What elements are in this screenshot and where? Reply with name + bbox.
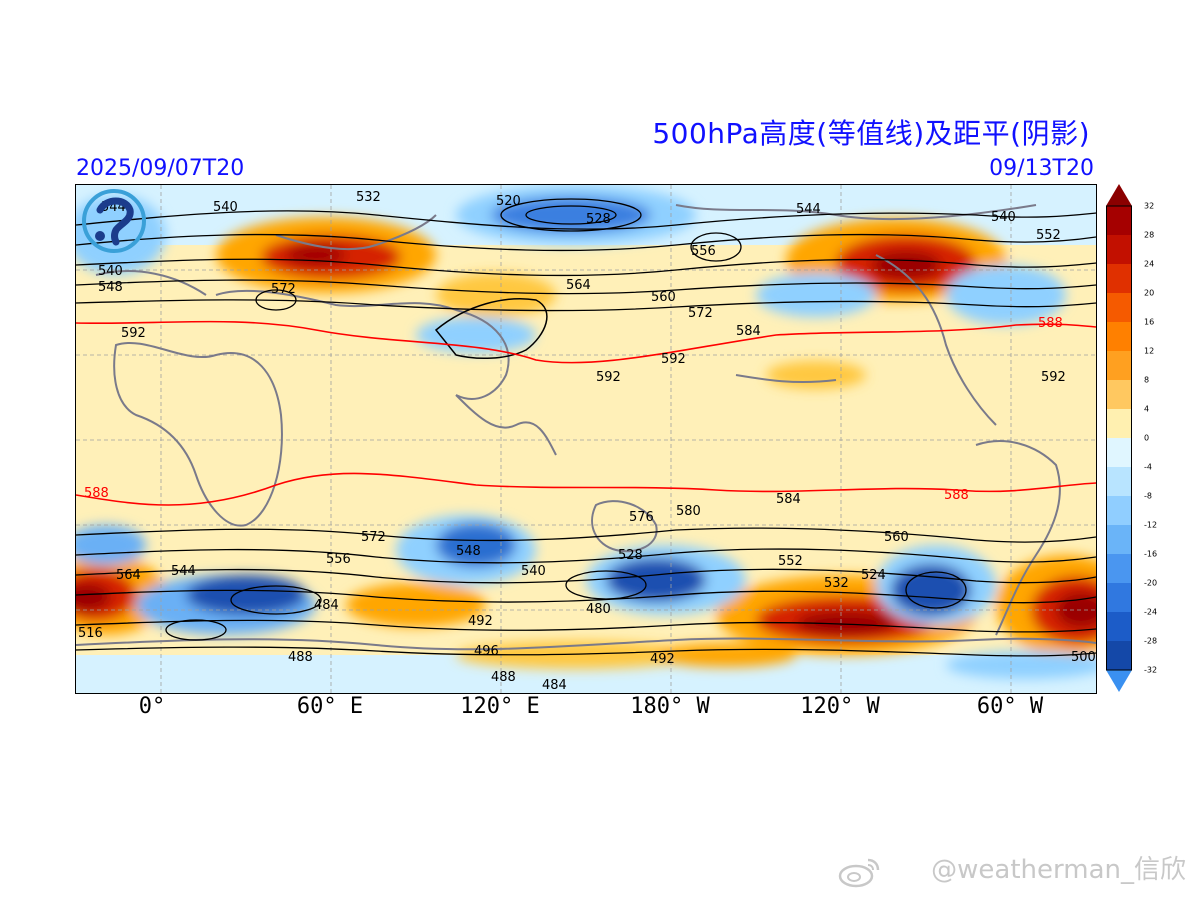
colorbar-tick: -28	[1144, 636, 1158, 646]
contour-label: 540	[521, 564, 546, 579]
map-panel[interactable]: 544 540 532 520 528 544 540 552 556 540 …	[75, 184, 1097, 694]
colorbar-tick: -12	[1144, 520, 1158, 530]
contour-label: 516	[78, 626, 103, 641]
contour-label: 488	[288, 650, 313, 665]
coastlines	[76, 204, 1096, 651]
contour-label: 592	[661, 352, 686, 367]
contour-label: 484	[314, 598, 339, 613]
lon-label-180w: 180° W	[630, 694, 710, 719]
colorbar-tick: 4	[1144, 404, 1150, 414]
contour-label: 560	[884, 530, 909, 545]
lon-label-60w: 60° W	[976, 694, 1044, 719]
contour-label: 548	[456, 544, 481, 559]
page-title: 500hPa高度(等值线)及距平(阴影)	[652, 117, 1090, 150]
contour-label: 544	[171, 564, 196, 579]
watermark-text: @weatherman_信欣	[931, 855, 1186, 885]
contour-label: 480	[586, 602, 611, 617]
contour-label: 588	[1038, 316, 1063, 331]
colorbar-tick: 8	[1144, 375, 1150, 385]
contour-label: 500	[1071, 650, 1096, 665]
contour-label: 540	[213, 200, 238, 215]
contour-label: 556	[691, 244, 716, 259]
contour-label: 588	[84, 486, 109, 501]
contour-label: 540	[98, 264, 123, 279]
contour-label: 548	[98, 280, 123, 295]
contour-label: 592	[1041, 370, 1066, 385]
colorbar-tick: -32	[1144, 665, 1158, 675]
contour-label: 564	[116, 568, 141, 583]
map-svg: 544 540 532 520 528 544 540 552 556 540 …	[76, 185, 1096, 693]
contour-label: 540	[991, 210, 1016, 225]
contour-label: 492	[468, 614, 493, 629]
contour-label: 544	[796, 202, 821, 217]
china-border	[434, 298, 548, 360]
lon-label-60e: 60° E	[296, 694, 364, 719]
lon-label-120w: 120° W	[800, 694, 880, 719]
contour-label: 580	[676, 504, 701, 519]
colorbar-tick: -16	[1144, 549, 1158, 559]
contour-label: 592	[596, 370, 621, 385]
colorbar-tick: 24	[1144, 259, 1155, 269]
weibo-icon	[838, 854, 882, 888]
contour-label: 588	[944, 488, 969, 503]
contour-label: 572	[361, 530, 386, 545]
colorbar-tick: -4	[1144, 462, 1152, 472]
contour-label: 496	[474, 644, 499, 659]
contour-label: 592	[121, 326, 146, 341]
contour-label: 532	[356, 190, 381, 205]
contour-label: 484	[542, 678, 567, 693]
contour-label: 576	[629, 510, 654, 525]
contour-label: 560	[651, 290, 676, 305]
colorbar-tick: -8	[1144, 491, 1152, 501]
contour-label: 528	[618, 548, 643, 563]
contour-label: 552	[1036, 228, 1061, 243]
contour-label: 564	[566, 278, 591, 293]
agency-logo-icon	[80, 188, 152, 254]
colorbar-tick: -20	[1144, 578, 1158, 588]
colorbar-tick: 16	[1144, 317, 1155, 327]
contour-label: 520	[496, 194, 521, 209]
contour-label: 584	[776, 492, 801, 507]
height-contours	[76, 198, 1096, 657]
colorbar	[1106, 184, 1132, 692]
lon-label-0: 0°	[138, 694, 166, 719]
colorbar-tick: 32	[1144, 201, 1155, 211]
contour-labels: 544 540 532 520 528 544 540 552 556 540 …	[78, 190, 1096, 693]
contour-588	[76, 320, 1096, 506]
contour-label: 556	[326, 552, 351, 567]
colorbar-tick: 20	[1144, 288, 1155, 298]
contour-label: 528	[586, 212, 611, 227]
contour-label: 532	[824, 576, 849, 591]
contour-label: 524	[861, 568, 886, 583]
valid-time: 09/13T20	[989, 156, 1094, 181]
contour-label: 572	[688, 306, 713, 321]
colorbar-tick: 28	[1144, 230, 1155, 240]
colorbar-tick: 0	[1144, 433, 1150, 443]
lon-label-120e: 120° E	[460, 694, 540, 719]
contour-label: 572	[271, 282, 296, 297]
init-time: 2025/09/07T20	[76, 156, 245, 181]
contour-label: 488	[491, 670, 516, 685]
contour-label: 552	[778, 554, 803, 569]
contour-label: 492	[650, 652, 675, 667]
colorbar-tick: -24	[1144, 607, 1158, 617]
colorbar-tick: 12	[1144, 346, 1155, 356]
contour-label: 584	[736, 324, 761, 339]
